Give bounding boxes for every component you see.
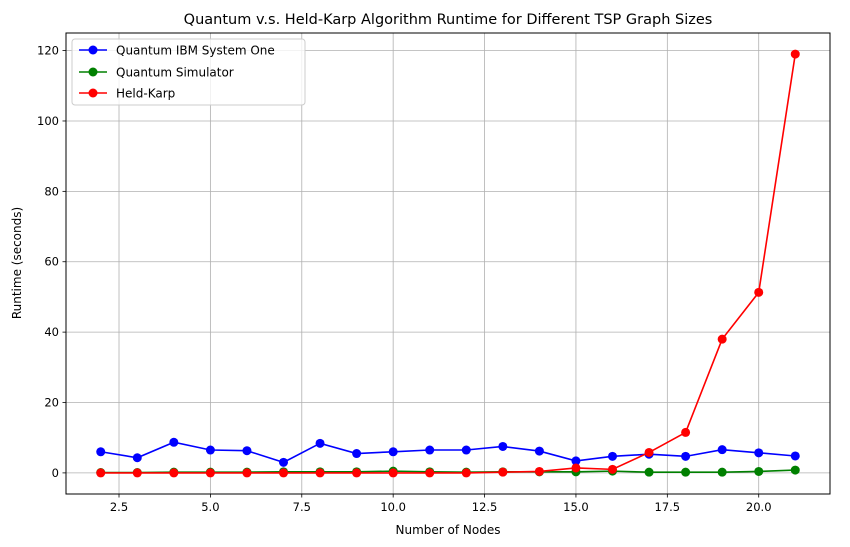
legend-marker-held-karp xyxy=(88,88,98,98)
data-point-held-karp xyxy=(754,287,764,297)
x-tick-label: 10.0 xyxy=(380,500,406,514)
data-point-held-karp xyxy=(681,427,691,437)
y-tick-label: 120 xyxy=(37,44,59,58)
y-tick-label: 80 xyxy=(44,184,59,198)
data-point-held-karp xyxy=(242,468,252,478)
chart-title: Quantum v.s. Held-Karp Algorithm Runtime… xyxy=(184,12,713,28)
data-point-ibm xyxy=(425,445,435,455)
data-point-simulator xyxy=(717,467,727,477)
y-tick-label: 60 xyxy=(44,255,59,269)
data-point-simulator xyxy=(644,467,654,477)
data-point-held-karp xyxy=(132,468,142,478)
y-axis-label: Runtime (seconds) xyxy=(10,207,24,319)
series-line-held-karp xyxy=(100,53,797,474)
data-point-ibm xyxy=(754,448,764,458)
data-point-ibm xyxy=(571,456,581,466)
x-tick-label: 2.5 xyxy=(110,500,128,514)
data-point-held-karp xyxy=(425,468,435,478)
data-point-ibm xyxy=(534,446,544,456)
data-point-held-karp xyxy=(96,468,106,478)
data-point-simulator xyxy=(790,465,800,475)
data-point-simulator xyxy=(754,466,764,476)
x-tick-label: 5.0 xyxy=(201,500,219,514)
data-point-held-karp xyxy=(534,466,544,476)
y-tick-label: 20 xyxy=(44,396,59,410)
data-point-ibm xyxy=(790,451,800,461)
data-point-ibm xyxy=(132,453,142,463)
ticks: 2.5 5.0 7.5 10.0 12.5 15.0 17.5 20.0 0 20 40 60 80 10… xyxy=(37,44,771,514)
data-point-held-karp xyxy=(498,467,508,477)
data-point-held-karp xyxy=(717,334,727,344)
data-point-ibm xyxy=(607,451,617,461)
x-tick-label: 20.0 xyxy=(746,500,772,514)
data-point-held-karp xyxy=(571,463,581,473)
legend: Quantum IBM System One Quantum Simulator… xyxy=(71,38,306,106)
data-point-ibm xyxy=(205,445,215,455)
data-point-ibm xyxy=(279,457,289,467)
data-point-ibm xyxy=(681,451,691,461)
legend-box xyxy=(71,38,306,106)
data-point-ibm xyxy=(96,447,106,457)
legend-label-simulator: Quantum Simulator xyxy=(116,66,234,80)
y-tick-label: 100 xyxy=(37,114,59,128)
data-point-held-karp xyxy=(607,464,617,474)
data-point-ibm xyxy=(169,437,179,447)
legend-marker-simulator xyxy=(88,67,98,77)
x-axis-label: Number of Nodes xyxy=(396,523,501,537)
data-point-ibm xyxy=(352,449,362,459)
data-point-held-karp xyxy=(461,468,471,478)
data-point-ibm xyxy=(498,441,508,451)
plot-frame xyxy=(65,32,831,495)
x-tick-label: 7.5 xyxy=(293,500,311,514)
data-point-ibm xyxy=(242,446,252,456)
x-tick-label: 12.5 xyxy=(472,500,498,514)
data-point-ibm xyxy=(717,445,727,455)
data-point-held-karp xyxy=(644,447,654,457)
data-point-held-karp xyxy=(279,468,289,478)
legend-label-ibm: Quantum IBM System One xyxy=(116,44,275,58)
data-point-held-karp xyxy=(169,468,179,478)
data-point-held-karp xyxy=(205,468,215,478)
data-point-ibm xyxy=(315,438,325,448)
legend-label-held-karp: Held-Karp xyxy=(116,87,175,101)
x-tick-label: 15.0 xyxy=(563,500,589,514)
series-layer xyxy=(96,49,800,478)
data-point-held-karp xyxy=(388,468,398,478)
y-tick-label: 40 xyxy=(44,325,59,339)
y-tick-label: 0 xyxy=(52,466,59,480)
x-tick-label: 17.5 xyxy=(655,500,681,514)
data-point-ibm xyxy=(388,447,398,457)
series-line-ibm xyxy=(100,441,796,464)
data-point-held-karp xyxy=(352,468,362,478)
data-point-held-karp xyxy=(790,49,800,59)
data-point-simulator xyxy=(681,467,691,477)
legend-marker-ibm xyxy=(88,45,98,55)
data-point-ibm xyxy=(461,445,471,455)
data-point-held-karp xyxy=(315,468,325,478)
